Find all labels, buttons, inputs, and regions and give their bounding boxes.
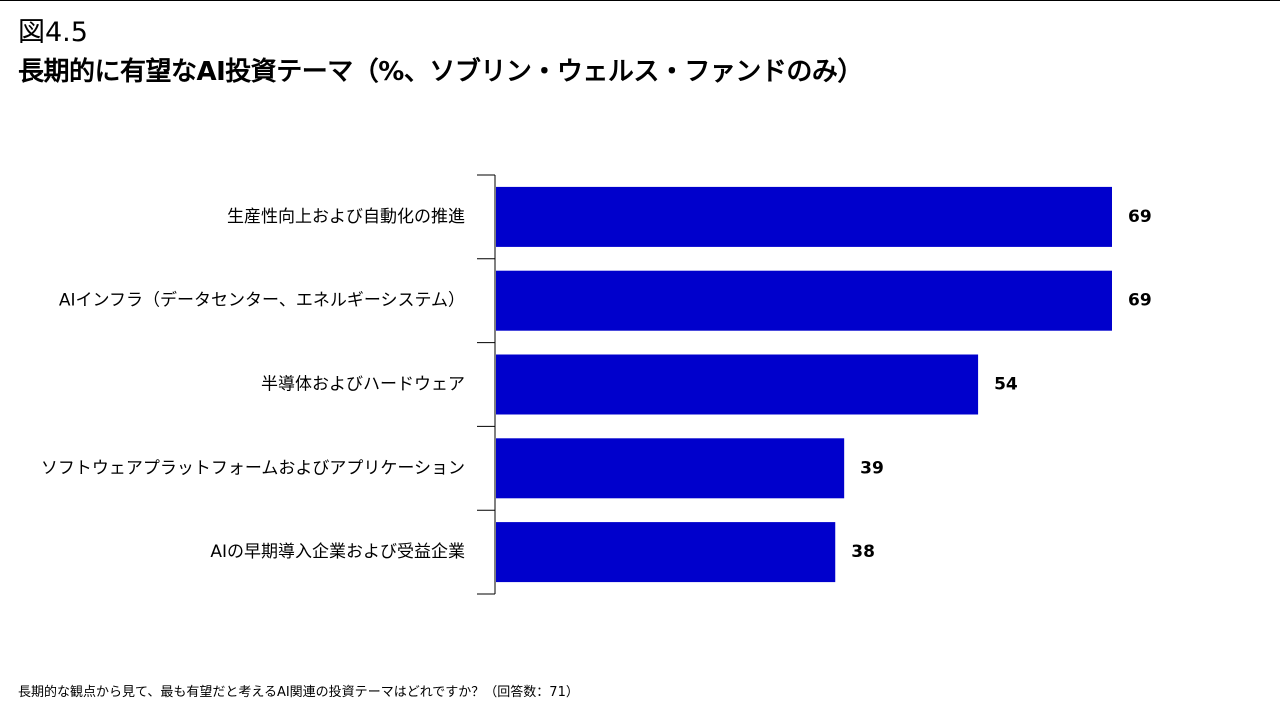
axis-layer: [477, 174, 496, 595]
top-rule: [0, 0, 1280, 1]
bar: [496, 522, 836, 583]
category-label: ソフトウェアプラットフォームおよびアプリケーション: [41, 458, 465, 478]
category-label: AIの早期導入企業および受益企業: [210, 542, 465, 562]
value-label: 39: [860, 458, 884, 478]
bars-layer: [496, 186, 1112, 583]
labels-layer: 生産性向上および自動化の推進 69 AIインフラ（データセンター、エネルギーシステム…: [41, 207, 1152, 562]
footnote: 長期的な観点から見て、最も有望だと考えるAI関連の投資テーマはどれですか？（回答…: [18, 685, 579, 700]
value-label: 69: [1128, 207, 1152, 227]
value-label: 38: [851, 542, 875, 562]
value-label: 69: [1128, 291, 1152, 311]
chart-title: 長期的に有望なAI投資テーマ（%、ソブリン・ウェルス・ファンドのみ）: [18, 57, 863, 87]
category-label: AIインフラ（データセンター、エネルギーシステム）: [59, 290, 465, 311]
value-label: 54: [994, 375, 1018, 395]
figure-label: 図4.5: [18, 17, 88, 48]
bar: [496, 270, 1112, 331]
bar: [496, 354, 979, 415]
category-label: 生産性向上および自動化の推進: [227, 207, 465, 227]
bar: [496, 438, 845, 499]
category-label: 半導体およびハードウェア: [261, 375, 465, 395]
bar: [496, 186, 1112, 247]
